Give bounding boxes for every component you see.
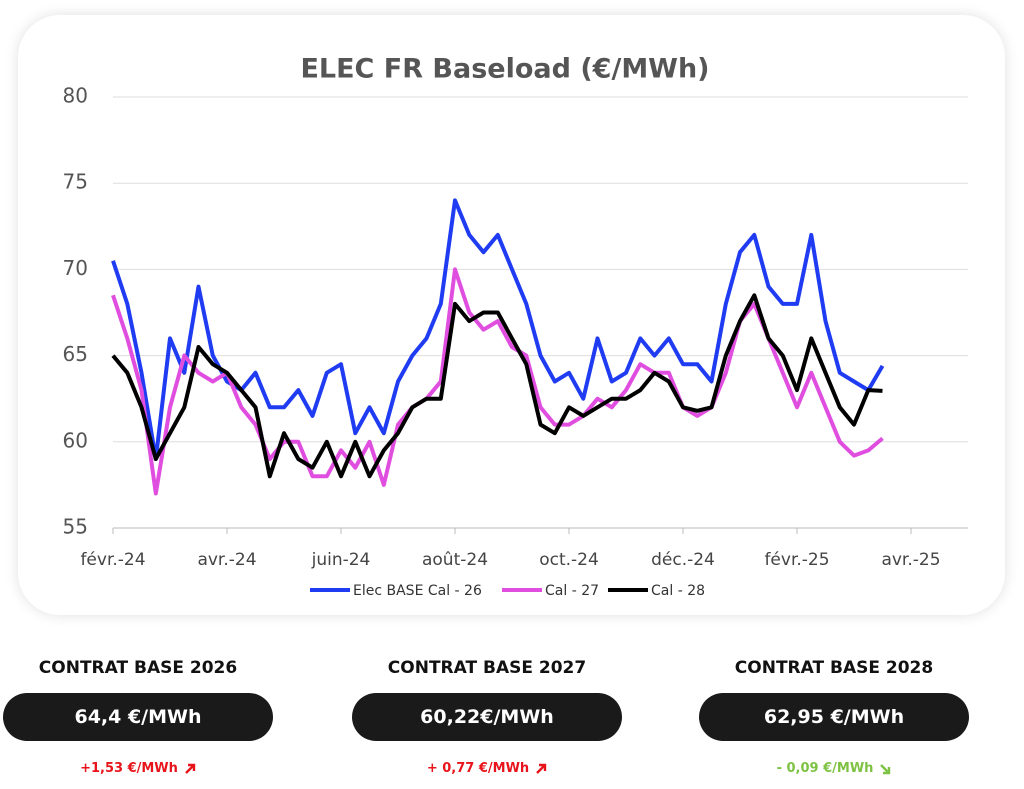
series-line	[111, 267, 884, 496]
y-tick-label: 80	[63, 84, 88, 108]
change-text: +1,53 €/MWh	[80, 761, 178, 776]
legend-label: Elec BASE Cal - 26	[353, 583, 482, 599]
change-text: - 0,09 €/MWh	[776, 761, 874, 776]
trend-arrow	[880, 763, 891, 774]
x-tick-label: févr.-25	[764, 550, 829, 570]
price: 64,4 €/MWh	[3, 693, 273, 741]
card-title: CONTRAT BASE 2028	[734, 658, 934, 678]
trend-arrow	[536, 763, 547, 774]
series-line	[111, 293, 883, 479]
card-title: CONTRAT BASE 2026	[38, 658, 238, 678]
x-tick-label: avr.-25	[881, 550, 940, 570]
chart-title: ELEC FR Baseload (€/MWh)	[300, 54, 709, 85]
x-tick-label: juin-24	[311, 550, 371, 570]
legend-label: Cal - 27	[545, 583, 599, 599]
y-tick-label: 55	[63, 515, 88, 539]
change-text: + 0,77 €/MWh	[426, 761, 530, 776]
y-tick-label: 75	[63, 170, 88, 194]
change: +1,53 €/MWh	[3, 761, 273, 776]
change: - 0,09 €/MWh	[699, 761, 969, 776]
card-title: CONTRAT BASE 2027	[387, 658, 587, 678]
chart-panel	[18, 15, 1005, 615]
x-tick-label: avr.-24	[197, 550, 256, 570]
change: + 0,77 €/MWh	[352, 761, 622, 776]
y-tick-label: 65	[63, 342, 88, 366]
price: 60,22€/MWh	[352, 693, 622, 741]
legend-label: Cal - 28	[651, 583, 705, 599]
x-tick-label: févr.-24	[80, 550, 145, 570]
y-tick-label: 60	[63, 428, 88, 452]
y-tick-label: 70	[63, 256, 88, 280]
x-tick-label: déc.-24	[651, 550, 715, 570]
chart: ELEC FR Baseload (€/MWh) 55 60 65 70 75 80 fév…	[63, 54, 968, 599]
x-tick-label: août-24	[422, 550, 488, 570]
x-tick-label: oct.-24	[539, 550, 599, 570]
trend-arrow	[185, 763, 196, 774]
price: 62,95 €/MWh	[699, 693, 969, 741]
